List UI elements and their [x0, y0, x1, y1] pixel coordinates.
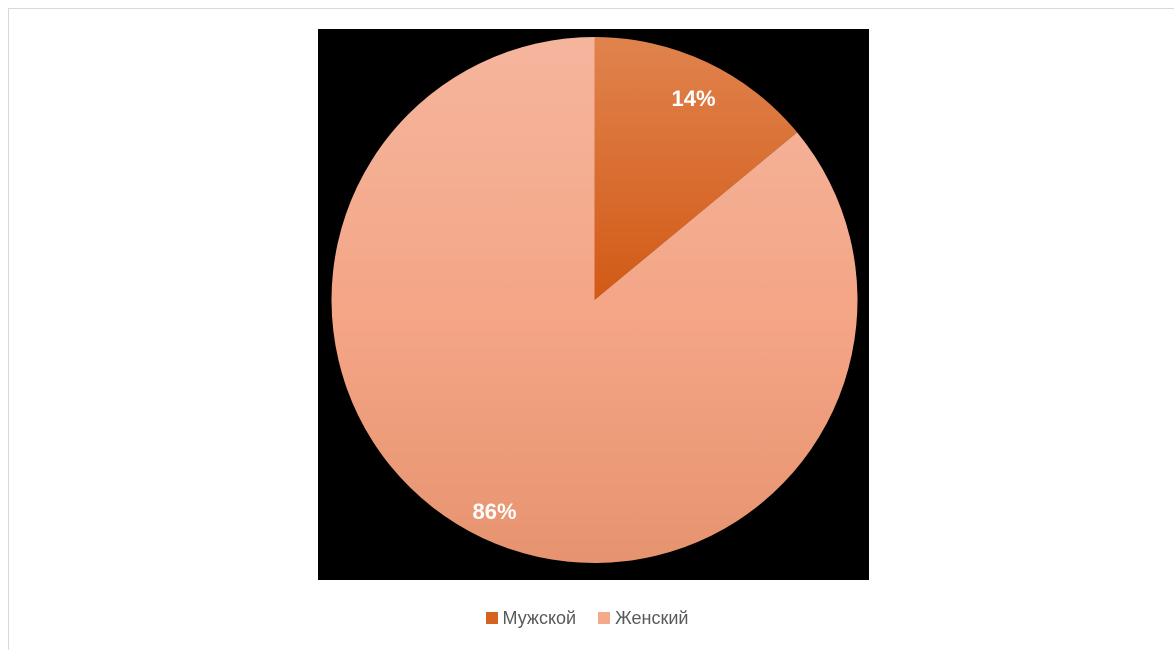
pie-chart: 14% 86%: [331, 37, 858, 563]
legend-swatch-female: [598, 612, 611, 624]
legend-item-female: Женский: [598, 608, 688, 629]
data-label-female: 86%: [472, 499, 516, 524]
data-label-male: 14%: [671, 86, 715, 111]
legend-label-female: Женский: [615, 607, 689, 628]
legend-label-male: Мужской: [502, 607, 577, 628]
legend-item-male: Мужской: [485, 607, 577, 629]
chart-legend: Мужской Женский: [0, 604, 1174, 632]
pie-plot-area: 14% 86%: [318, 29, 869, 580]
pie-slice-female: [331, 37, 858, 563]
legend-swatch-male: [485, 612, 498, 624]
pie-slice-male: [594, 37, 798, 300]
